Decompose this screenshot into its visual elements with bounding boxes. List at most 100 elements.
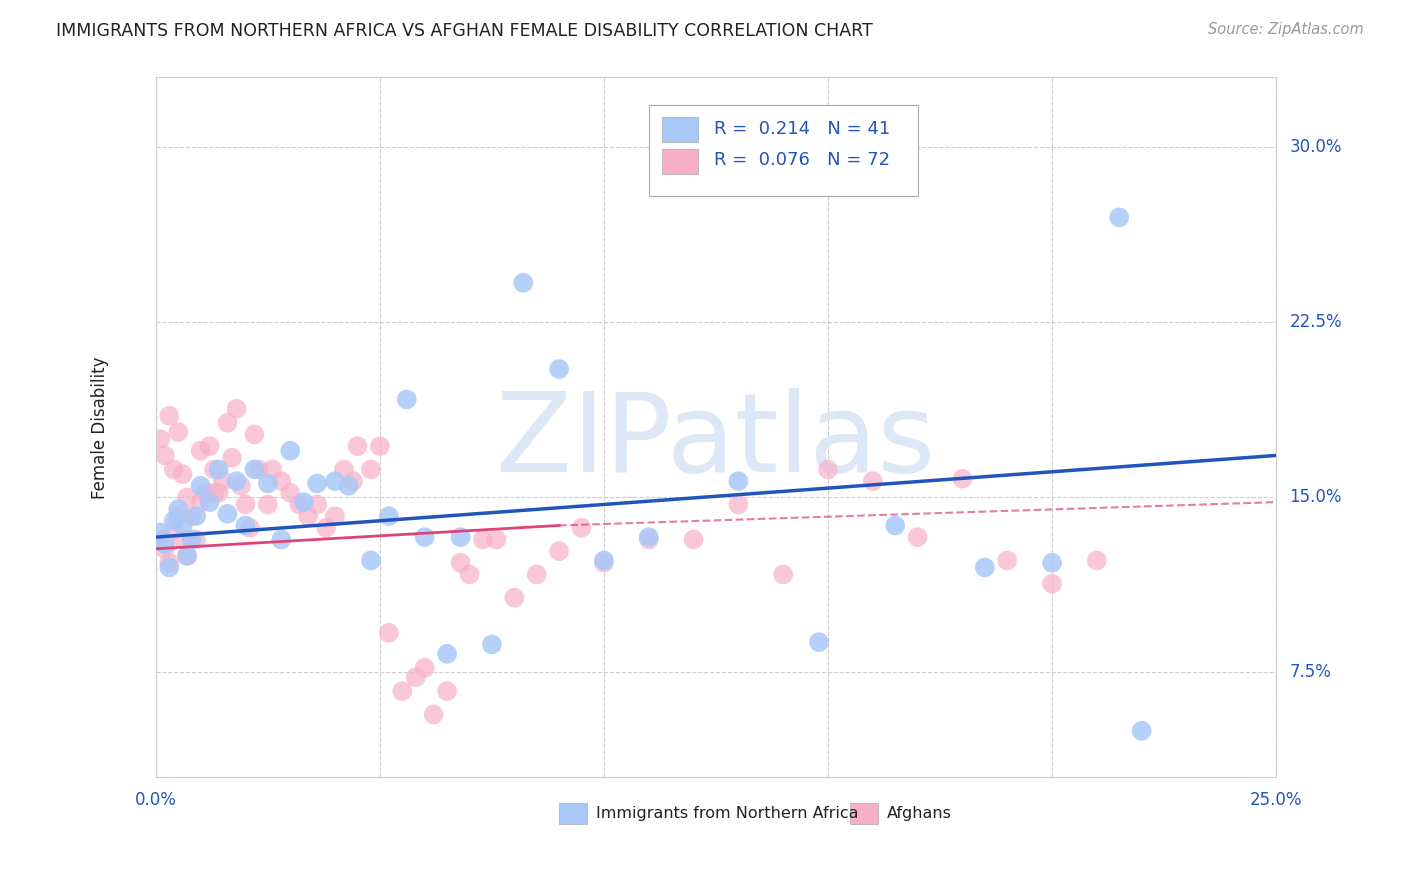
Text: Female Disability: Female Disability — [91, 356, 108, 499]
Point — [817, 462, 839, 476]
FancyBboxPatch shape — [560, 804, 588, 824]
Point — [198, 495, 221, 509]
Point — [1085, 553, 1108, 567]
Text: ZIPatlas: ZIPatlas — [496, 388, 935, 495]
Point — [727, 498, 749, 512]
Text: 0.0%: 0.0% — [135, 791, 177, 809]
Point — [637, 530, 659, 544]
Point — [235, 518, 257, 533]
FancyBboxPatch shape — [851, 804, 879, 824]
Point — [973, 560, 995, 574]
Point — [458, 567, 481, 582]
Point — [217, 416, 239, 430]
Point — [163, 514, 186, 528]
Point — [907, 530, 929, 544]
Point — [512, 276, 534, 290]
Point — [405, 670, 427, 684]
Point — [149, 432, 172, 446]
Point — [190, 443, 212, 458]
Point — [450, 556, 472, 570]
Text: 15.0%: 15.0% — [1289, 489, 1343, 507]
Point — [315, 521, 337, 535]
Point — [186, 533, 208, 547]
Point — [202, 462, 225, 476]
FancyBboxPatch shape — [662, 117, 697, 142]
Point — [163, 462, 186, 476]
Point — [153, 449, 176, 463]
Point — [436, 684, 458, 698]
Point — [229, 479, 252, 493]
Point — [342, 474, 364, 488]
Point — [727, 474, 749, 488]
Point — [485, 533, 508, 547]
Text: 25.0%: 25.0% — [1250, 791, 1302, 809]
Point — [149, 525, 172, 540]
Point — [360, 553, 382, 567]
Point — [247, 462, 270, 476]
Point — [235, 498, 257, 512]
Point — [172, 533, 194, 547]
Point — [548, 544, 571, 558]
Point — [278, 443, 301, 458]
Point — [194, 485, 217, 500]
Point — [378, 625, 401, 640]
Point — [256, 476, 278, 491]
Point — [167, 509, 190, 524]
Point — [176, 549, 198, 563]
Point — [395, 392, 418, 407]
Point — [157, 556, 180, 570]
Point — [176, 491, 198, 505]
Point — [190, 495, 212, 509]
Point — [952, 472, 974, 486]
Point — [862, 474, 884, 488]
Text: Afghans: Afghans — [887, 806, 952, 822]
Point — [368, 439, 391, 453]
Point — [884, 518, 907, 533]
Point — [207, 462, 229, 476]
Point — [278, 485, 301, 500]
Point — [413, 530, 436, 544]
Point — [808, 635, 831, 649]
Point — [503, 591, 526, 605]
Point — [337, 479, 360, 493]
Point — [180, 533, 202, 547]
Point — [153, 541, 176, 556]
Point — [270, 533, 292, 547]
Point — [346, 439, 368, 453]
Point — [481, 637, 503, 651]
Point — [217, 507, 239, 521]
Point — [995, 553, 1018, 567]
Point — [202, 485, 225, 500]
Text: 30.0%: 30.0% — [1289, 138, 1343, 156]
Point — [167, 502, 190, 516]
Point — [1108, 211, 1130, 225]
Point — [163, 523, 186, 537]
Point — [391, 684, 413, 698]
Point — [772, 567, 794, 582]
Point — [190, 479, 212, 493]
Point — [413, 661, 436, 675]
Point — [436, 647, 458, 661]
Point — [198, 439, 221, 453]
Point — [157, 560, 180, 574]
Point — [422, 707, 444, 722]
Point — [239, 521, 262, 535]
Point — [270, 474, 292, 488]
Text: IMMIGRANTS FROM NORTHERN AFRICA VS AFGHAN FEMALE DISABILITY CORRELATION CHART: IMMIGRANTS FROM NORTHERN AFRICA VS AFGHA… — [56, 22, 873, 40]
Point — [593, 556, 616, 570]
Point — [378, 509, 401, 524]
Point — [149, 533, 172, 547]
Point — [212, 474, 235, 488]
Point — [593, 553, 616, 567]
Point — [323, 509, 346, 524]
Point — [307, 498, 329, 512]
Text: Source: ZipAtlas.com: Source: ZipAtlas.com — [1208, 22, 1364, 37]
FancyBboxPatch shape — [662, 149, 697, 174]
Point — [1040, 576, 1063, 591]
Point — [176, 549, 198, 563]
Point — [450, 530, 472, 544]
Point — [288, 498, 311, 512]
Text: Immigrants from Northern Africa: Immigrants from Northern Africa — [596, 806, 859, 822]
Point — [167, 425, 190, 439]
Point — [548, 362, 571, 376]
